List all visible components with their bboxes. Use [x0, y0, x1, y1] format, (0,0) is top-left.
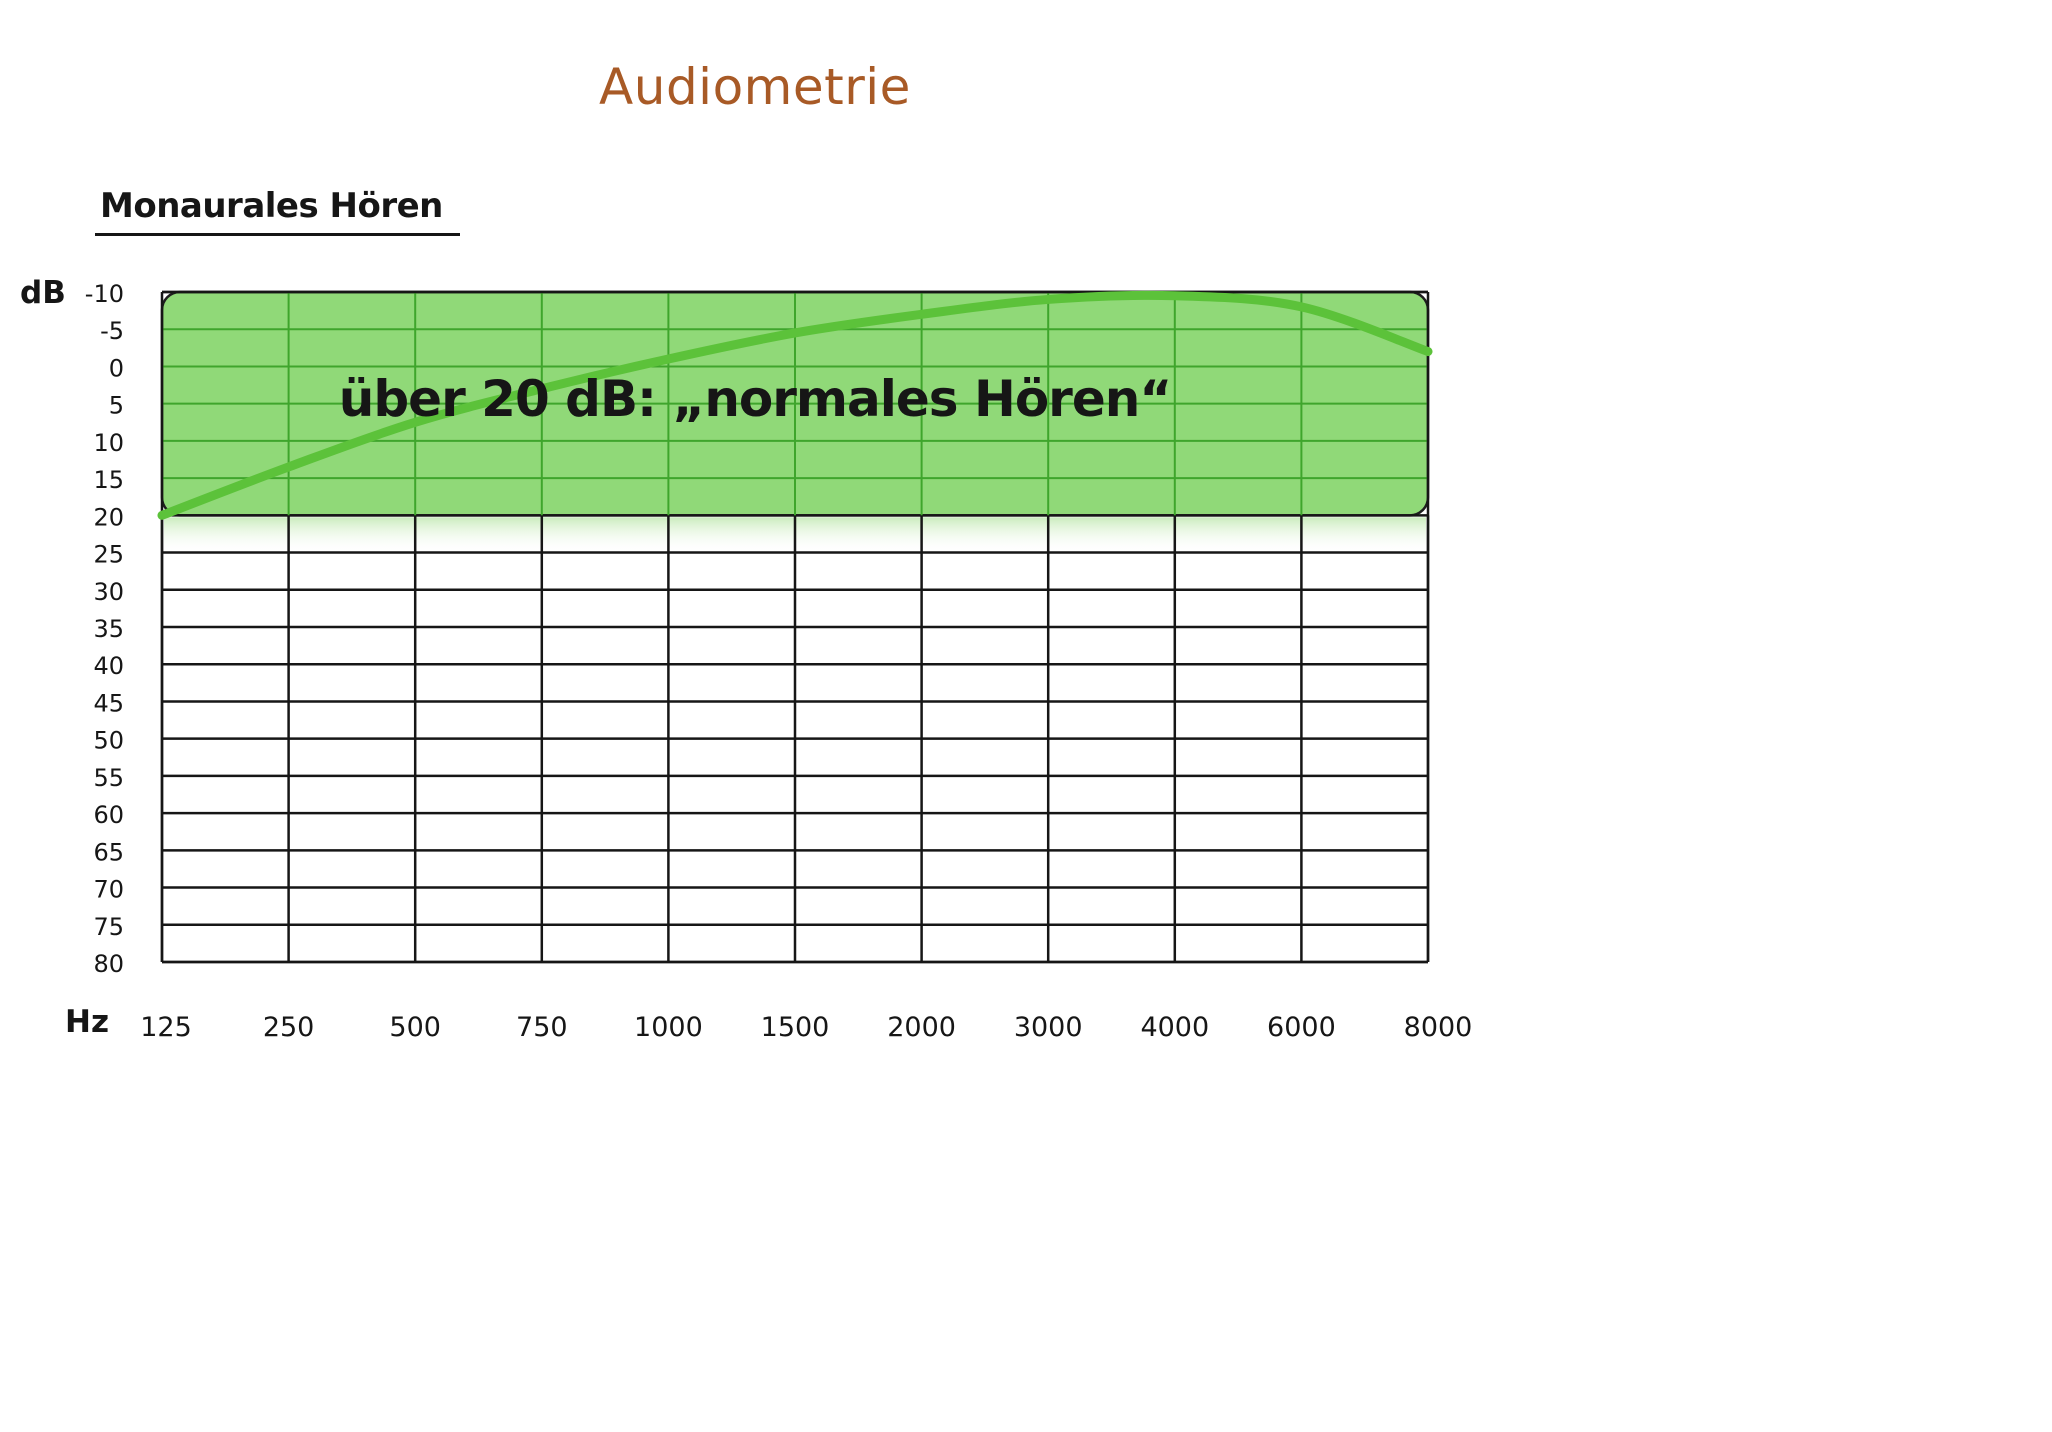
x-tick-label: 1500: [761, 1012, 830, 1043]
y-tick-label: 65: [93, 838, 124, 866]
page-title: Audiometrie: [599, 58, 911, 116]
y-tick-label: 55: [93, 764, 124, 792]
x-tick-label: 8000: [1404, 1012, 1473, 1043]
y-tick-label: 25: [93, 541, 124, 569]
x-tick-label: 750: [516, 1012, 568, 1043]
x-axis-title: Hz: [65, 1004, 109, 1040]
y-tick-label: -5: [100, 317, 124, 345]
y-tick-label: 50: [93, 727, 124, 755]
x-tick-label: 500: [389, 1012, 441, 1043]
y-tick-label: 40: [93, 652, 124, 680]
audiogram-chart: über 20 dB: „normales Hören“ dB -10 -5 0 5 10 1…: [20, 275, 1473, 1043]
x-tick-label: 2000: [887, 1012, 956, 1043]
x-tick-label: 125: [140, 1012, 192, 1043]
section-underline: [95, 233, 460, 236]
y-tick-label: 30: [93, 578, 124, 606]
x-tick-label: 6000: [1267, 1012, 1336, 1043]
y-tick-label: 70: [93, 876, 124, 904]
zone-label: über 20 dB: „normales Hören“: [339, 370, 1171, 428]
y-tick-label: 15: [93, 466, 124, 494]
y-tick-label: 5: [109, 392, 124, 420]
y-tick-label: 35: [93, 615, 124, 643]
x-tick-label: 3000: [1014, 1012, 1083, 1043]
y-tick-label: 45: [93, 689, 124, 717]
x-tick-label: 1000: [634, 1012, 703, 1043]
y-axis-title: dB: [20, 275, 66, 311]
y-tick-label: 20: [93, 503, 124, 531]
y-tick-label: -10: [85, 280, 124, 308]
x-tick-label: 4000: [1140, 1012, 1209, 1043]
x-tick-label: 250: [263, 1012, 315, 1043]
y-tick-label: 0: [109, 354, 124, 382]
y-tick-label: 80: [93, 950, 124, 978]
y-tick-label: 75: [93, 913, 124, 941]
y-tick-label: 60: [93, 801, 124, 829]
y-tick-label: 10: [93, 429, 124, 457]
section-title: Monaurales Hören: [100, 186, 443, 226]
